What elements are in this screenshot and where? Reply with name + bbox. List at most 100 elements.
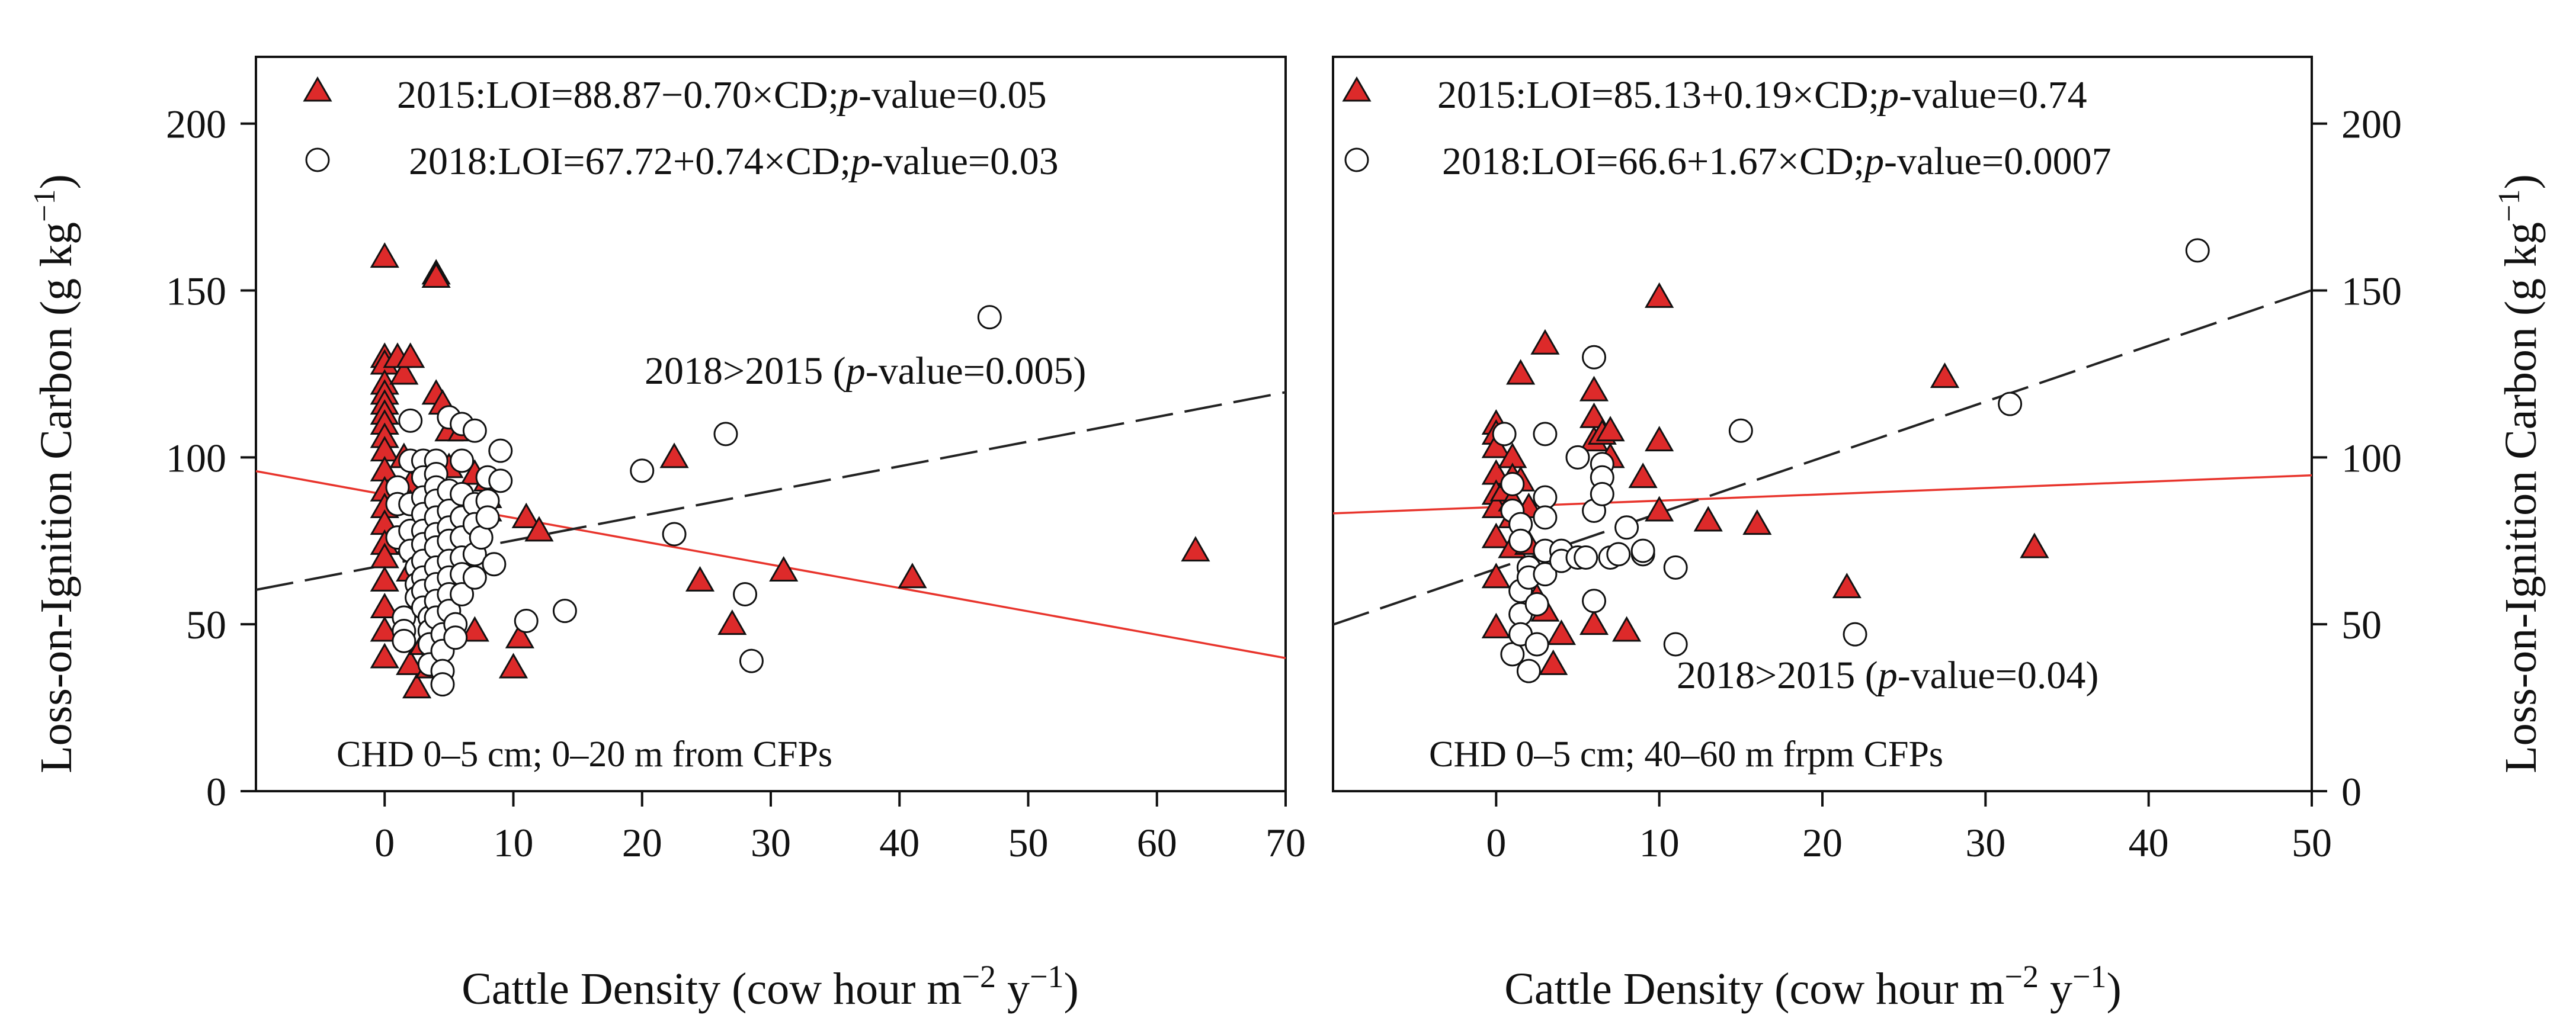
right-condition-label: CHD 0–5 cm; 40–60 m frpm CFPs (1429, 734, 1943, 775)
y-tick-label: 100 (166, 435, 226, 480)
point-2018 (1492, 422, 1517, 447)
point-2015 (2020, 532, 2049, 558)
point-2015 (1530, 329, 1560, 355)
left-legend-2018: 2018:LOI=67.72+0.74×CD;p-value=0.03 (409, 140, 1059, 183)
x-tick-label: 30 (1965, 820, 2005, 865)
point-2015 (1930, 362, 1960, 388)
y-tick-label: 200 (166, 102, 226, 147)
point-2015 (1579, 609, 1609, 635)
legend-triangle-2015 (1342, 76, 1372, 102)
point-2018 (1582, 589, 1607, 614)
point-2018 (1606, 542, 1631, 567)
point-2015 (1645, 426, 1674, 452)
point-2015 (511, 502, 541, 528)
point-2018 (1516, 659, 1541, 683)
point-2018 (662, 522, 687, 547)
point-2015 (1645, 282, 1674, 308)
point-2015 (898, 563, 927, 589)
y-tick-label: 150 (166, 269, 226, 314)
point-2018 (488, 438, 513, 463)
point-2018 (733, 582, 758, 606)
regression-line-2018 (1332, 289, 2312, 626)
point-2018 (1524, 632, 1549, 657)
point-2018 (430, 672, 455, 697)
right-legend-2015: 2015:LOI=85.13+0.19×CD;p-value=0.74 (1437, 73, 2087, 117)
y-tick-label: 150 (2341, 269, 2402, 314)
point-2015 (1481, 612, 1511, 638)
x-tick-label: 50 (2292, 820, 2332, 865)
right-comparison-annotation: 2018>2015 (p-value=0.04) (1677, 654, 2098, 697)
left-condition-label: CHD 0–5 cm; 0–20 m from CFPs (337, 734, 832, 775)
point-2018 (2185, 238, 2210, 263)
left-y-ticks: 0 50 100 150 200 (166, 102, 256, 814)
point-2018 (1630, 538, 1655, 563)
legend-circle-2018 (1344, 147, 1369, 172)
right-legend: 2015:LOI=85.13+0.19×CD;p-value=0.74 2018… (1342, 73, 2112, 183)
y-tick-label: 50 (186, 602, 226, 647)
y-tick-label: 200 (2341, 102, 2402, 147)
point-2015 (1742, 509, 1772, 535)
point-2018 (977, 305, 1002, 330)
point-2018 (462, 418, 487, 443)
point-2018 (630, 458, 655, 483)
point-2015 (1539, 649, 1568, 675)
point-2018 (713, 422, 738, 447)
point-2015 (1595, 416, 1625, 442)
x-tick-label: 0 (374, 820, 395, 865)
point-2018 (462, 565, 487, 590)
point-2015 (1579, 375, 1609, 402)
left-data-points (370, 242, 1210, 699)
point-2018 (1590, 481, 1614, 506)
point-2018 (488, 468, 513, 493)
point-2018 (1843, 622, 1867, 647)
point-2015 (505, 622, 534, 648)
point-2015 (1645, 496, 1674, 522)
point-2015 (1546, 619, 1577, 645)
point-2015 (498, 653, 528, 679)
legend-circle-2018 (305, 147, 330, 172)
left-x-ticks: 0 10 20 30 40 50 60 70 (374, 791, 1306, 865)
point-2018 (1533, 505, 1558, 530)
point-2015 (1481, 522, 1511, 548)
point-2015 (1612, 616, 1642, 642)
legend-triangle-2015 (303, 76, 332, 102)
regression-line-2015 (1332, 474, 2312, 515)
point-2018 (398, 408, 423, 433)
point-2015 (1481, 563, 1511, 589)
point-2018 (1533, 562, 1558, 587)
right-legend-2018: 2018:LOI=66.6+1.67×CD;p-value=0.0007 (1442, 140, 2112, 183)
point-2015 (685, 566, 715, 592)
right-y-ticks: 0 50 100 150 200 (2312, 102, 2402, 814)
x-tick-label: 10 (494, 820, 534, 865)
point-2018 (1574, 545, 1598, 570)
x-tick-label: 20 (1802, 820, 1843, 865)
right-x-ticks: 0 10 20 30 40 50 (1486, 791, 2332, 865)
right-regression-lines (1332, 289, 2312, 626)
point-2018 (1500, 642, 1525, 667)
y-tick-label: 0 (2341, 769, 2362, 814)
point-2015 (1832, 573, 1861, 599)
point-2018 (1533, 485, 1558, 510)
point-2015 (1693, 506, 1723, 532)
x-tick-label: 0 (1486, 820, 1506, 865)
x-tick-label: 20 (622, 820, 662, 865)
point-2018 (1728, 418, 1753, 443)
point-2018 (739, 648, 764, 673)
point-2018 (450, 448, 475, 473)
point-2015 (396, 649, 425, 675)
point-2015 (460, 616, 489, 642)
y-axis-label-left: Loss-on-Ignition Carbon (g kg−1) (28, 174, 81, 773)
y-tick-label: 50 (2341, 602, 2382, 647)
point-2018 (1998, 391, 2023, 416)
y-tick-label: 0 (206, 769, 226, 814)
x-tick-label: 40 (879, 820, 919, 865)
x-tick-label: 10 (1639, 820, 1680, 865)
left-panel: 0 50 100 150 200 0 10 20 30 40 50 60 70 2015:LOI=88… (166, 56, 1306, 865)
y-tick-label: 100 (2341, 435, 2402, 480)
point-2018 (552, 599, 577, 624)
point-2018 (514, 609, 539, 634)
point-2018 (1533, 422, 1558, 447)
x-axis-label-right: Cattle Density (cow hour m−2 y−1) (1504, 959, 2122, 1014)
